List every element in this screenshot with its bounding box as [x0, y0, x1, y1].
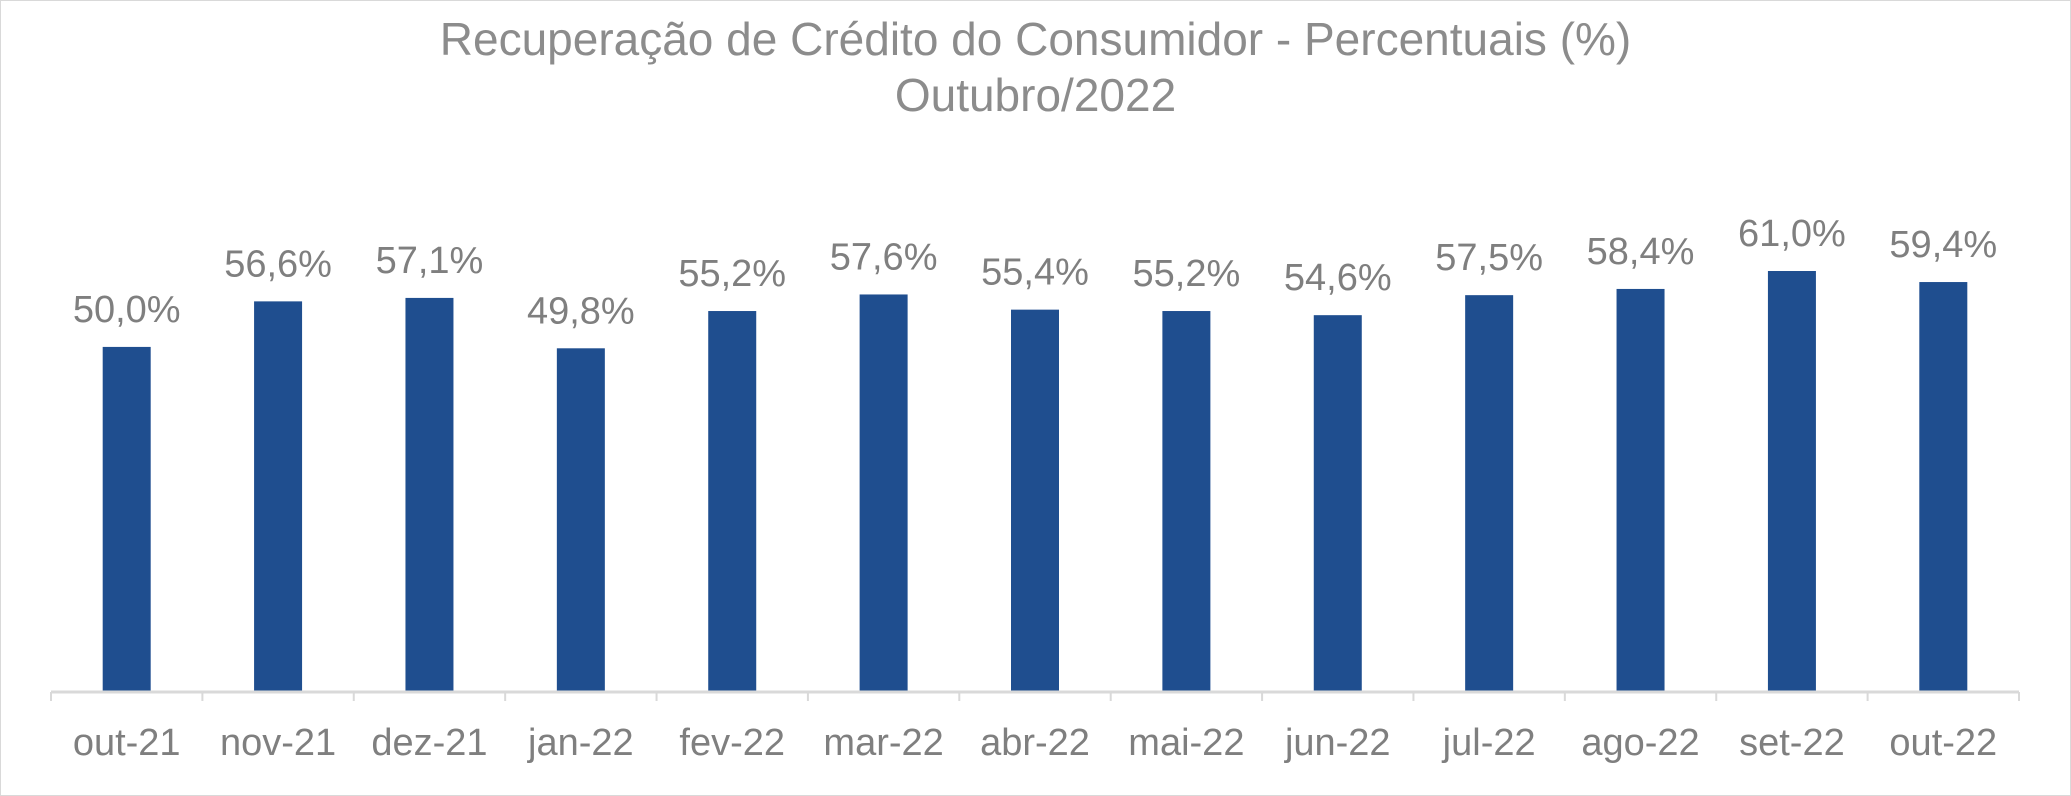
chart-subtitle: Outubro/2022	[894, 69, 1177, 121]
x-tick-label-set-22: set-22	[1739, 722, 1845, 764]
x-tick-label-jun-22: jun-22	[1284, 722, 1391, 764]
x-tick-label-mar-22: mar-22	[823, 722, 943, 764]
x-tick-label-dez-21: dez-21	[371, 722, 487, 764]
bar-ago-22	[1616, 288, 1665, 692]
data-label-ago-22: 58,4%	[1587, 231, 1695, 273]
bar-abr-22	[1011, 309, 1059, 692]
bar-nov-21	[254, 301, 303, 692]
bar-set-22	[1767, 271, 1816, 692]
bar-dez-21	[405, 297, 454, 692]
data-label-jul-22: 57,5%	[1435, 237, 1543, 279]
x-tick-label-mai-22: mai-22	[1128, 722, 1244, 764]
x-tick-label-fev-22: fev-22	[679, 722, 785, 764]
data-label-nov-21: 56,6%	[224, 243, 332, 285]
chart-title: Recuperação de Crédito do Consumidor - P…	[439, 13, 1632, 65]
bars-group	[102, 271, 1968, 692]
bar-jun-22	[1313, 315, 1362, 692]
data-label-jan-22: 49,8%	[527, 290, 635, 332]
data-label-out-22: 59,4%	[1889, 224, 1997, 266]
data-label-out-21: 50,0%	[73, 289, 181, 331]
x-tick-label-nov-21: nov-21	[220, 722, 336, 764]
data-labels-group: 50,0% 56,6% 57,1% 49,8% 55,2% 57,6% 55,4% 55,2%…	[73, 213, 1997, 332]
bar-out-22	[1919, 282, 1968, 692]
x-tick-label-out-21: out-21	[73, 722, 181, 764]
bar-jul-22	[1465, 295, 1514, 692]
x-tick-label-jan-22: jan-22	[527, 722, 634, 764]
data-label-mar-22: 57,6%	[830, 236, 938, 278]
data-label-mai-22: 55,2%	[1133, 253, 1241, 295]
data-label-fev-22: 55,2%	[678, 253, 786, 295]
x-ticks-group: out-21 nov-21 dez-21 jan-22 fev-22 mar-22 abr-…	[50, 692, 2020, 764]
bar-fev-22	[708, 311, 757, 692]
data-label-dez-21: 57,1%	[376, 240, 484, 282]
x-tick-label-jul-22: jul-22	[1442, 722, 1536, 764]
data-label-set-22: 61,0%	[1738, 213, 1846, 255]
data-label-jun-22: 54,6%	[1284, 257, 1392, 299]
x-tick-label-out-22: out-22	[1889, 722, 1997, 764]
bar-jan-22	[556, 348, 605, 692]
data-label-abr-22: 55,4%	[981, 252, 1089, 294]
bar-out-21	[102, 346, 151, 692]
x-tick-label-ago-22: ago-22	[1581, 722, 1699, 764]
x-tick-label-abr-22: abr-22	[980, 722, 1090, 764]
bar-mai-22	[1162, 311, 1211, 692]
bar-mar-22	[859, 294, 908, 692]
